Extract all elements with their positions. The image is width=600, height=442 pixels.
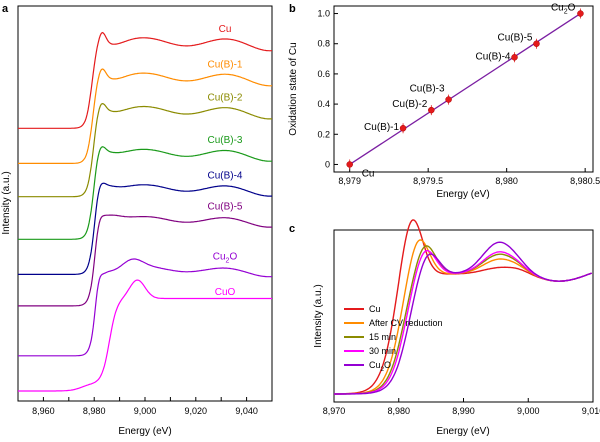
panel-c-curve-4 xyxy=(334,241,592,395)
panel-c-legend: Cu After CV reduction 15 min 30 min Cu2O xyxy=(344,304,443,373)
panel-b-point-label-6: Cu2O xyxy=(551,3,576,16)
panel-c-ticks: 8,970 8,980 8,990 9,000 9,010 xyxy=(323,398,600,416)
panel-a-curve-3 xyxy=(18,146,273,240)
panel-b-point-label-3: Cu(B)-3 xyxy=(410,84,445,95)
panel-a-curve-4 xyxy=(18,182,273,275)
panel-b-point-2 xyxy=(428,106,435,114)
panel-b-x-tick-label-1: 8,979.5 xyxy=(413,176,443,186)
panel-a-curve-1 xyxy=(18,68,273,164)
panel-c-x-tick-label-0: 8,970 xyxy=(323,406,346,416)
panel-c-y-axis-label: Intensity (a.u.) xyxy=(313,284,324,347)
panel-a-series-label-1: Cu(B)-1 xyxy=(207,59,242,70)
panel-b-y-tick-label-0: 0 xyxy=(325,159,330,169)
panel-a-series-labels: Cu Cu(B)-1 Cu(B)-2 Cu(B)-3 Cu(B)-4 Cu(B)-5 Cu2… xyxy=(207,24,242,298)
panel-b-fit xyxy=(349,13,581,165)
panel-c-x-axis-label: Energy (eV) xyxy=(436,426,489,437)
panel-b-point-0 xyxy=(346,161,353,168)
panel-c-legend-label-4: Cu2O xyxy=(369,360,391,373)
panel-b-y-axis-label: Oxidation state of Cu xyxy=(288,42,299,135)
panel-c-legend-label-0: Cu xyxy=(369,304,381,314)
panel-a-series-label-4: Cu(B)-4 xyxy=(207,170,242,181)
panel-b-y-tick-label-1: 0.2 xyxy=(317,129,330,139)
panel-a-curve-5 xyxy=(18,214,272,307)
panel-a: a CuCu(B)-1Cu(B)-2Cu(B)-3Cu(B)-4Cu(B)-5C… xyxy=(1,3,273,437)
panel-c-curves xyxy=(334,219,592,395)
panel-a-curve-6 xyxy=(18,258,273,357)
panel-b-fit-line xyxy=(349,13,581,165)
panel-b-x-tick-label-0: 8,979 xyxy=(338,176,361,186)
panel-a-curve-7 xyxy=(18,279,272,392)
panel-c-x-tick-label-3: 9,000 xyxy=(517,406,540,416)
panel-a-x-axis-label: Energy (eV) xyxy=(118,426,171,437)
panel-b-frame xyxy=(333,5,594,173)
panel-b-point-label-2: Cu(B)-2 xyxy=(392,99,427,110)
panel-b-y-tick-label-3: 0.6 xyxy=(317,69,330,79)
panel-a-series-label-3: Cu(B)-3 xyxy=(207,135,242,146)
panel-b-point-3 xyxy=(445,96,452,103)
panel-b-y-tick-label-2: 0.4 xyxy=(317,99,330,109)
panel-b-y-tick-label-5: 1.0 xyxy=(317,9,330,19)
panel-b-point-4 xyxy=(511,54,518,61)
panel-a-label: a xyxy=(2,3,9,15)
panel-b-point-1 xyxy=(399,124,407,132)
panel-c-frame xyxy=(333,229,594,403)
panel-c-label: c xyxy=(289,223,295,235)
panel-a-series-label-5: Cu(B)-5 xyxy=(207,202,242,213)
panel-b-point-6 xyxy=(577,10,584,17)
panel-b-point-label-5: Cu(B)-5 xyxy=(497,33,532,44)
panel-a-series-label-6: Cu2O xyxy=(213,252,238,265)
panel-b: b 8,979 8,979.5 8,980 8,980.5 0 0.2 0.4 0.6 0.8 1… xyxy=(288,3,600,200)
panel-b-point-labels: Cu Cu(B)-1 Cu(B)-2 Cu(B)-3 Cu(B)-4 Cu(B)-5 Cu2… xyxy=(362,3,576,180)
panel-c-curve-1 xyxy=(334,239,592,395)
panel-a-curve-0 xyxy=(18,31,272,129)
panel-a-series-label-0: Cu xyxy=(219,24,232,35)
panel-c-x-tick-label-4: 9,010 xyxy=(582,406,600,416)
panel-b-x-tick-label-2: 8,980 xyxy=(495,176,518,186)
panel-b-point-label-4: Cu(B)-4 xyxy=(475,51,510,62)
panel-c: c 8,970 8,980 8,990 9,000 9,010 Cu After CV r… xyxy=(289,219,600,437)
panel-b-x-axis-label: Energy (eV) xyxy=(436,189,489,200)
panel-a-x-ticks: 8,960 8,980 9,000 9,020 9,040 xyxy=(32,397,273,416)
panel-a-x-tick-label-6: 9,020 xyxy=(185,406,208,416)
panel-b-y-tick-label-4: 0.8 xyxy=(317,39,330,49)
panel-a-curve-2 xyxy=(18,102,272,198)
panel-b-point-5 xyxy=(533,40,540,47)
panel-a-x-tick-label-4: 9,000 xyxy=(134,406,157,416)
panel-a-series-label-2: Cu(B)-2 xyxy=(207,93,242,104)
panel-c-x-tick-label-1: 8,980 xyxy=(387,406,410,416)
panel-a-series-label-7: CuO xyxy=(215,287,236,298)
panel-b-point-label-1: Cu(B)-1 xyxy=(364,122,399,133)
panel-a-x-tick-label-2: 8,980 xyxy=(83,406,106,416)
panel-c-x-tick-label-2: 8,990 xyxy=(452,406,475,416)
panel-a-x-tick-label-0: 8,960 xyxy=(32,406,55,416)
panel-c-legend-label-2: 15 min xyxy=(369,332,396,342)
panel-c-legend-label-1: After CV reduction xyxy=(369,318,443,328)
panel-b-ticks: 8,979 8,979.5 8,980 8,980.5 0 0.2 0.4 0.6 0.8 1.0 xyxy=(317,9,600,186)
panel-b-x-tick-label-3: 8,980.5 xyxy=(570,176,600,186)
panel-a-curves xyxy=(18,31,273,392)
panel-a-y-axis-label: Intensity (a.u.) xyxy=(1,171,12,234)
panel-b-points xyxy=(346,8,584,170)
panel-c-legend-label-3: 30 min xyxy=(369,346,396,356)
panel-b-label: b xyxy=(289,3,296,15)
panel-a-x-tick-label-8: 9,040 xyxy=(235,406,258,416)
panel-b-point-label-0: Cu xyxy=(362,168,375,179)
